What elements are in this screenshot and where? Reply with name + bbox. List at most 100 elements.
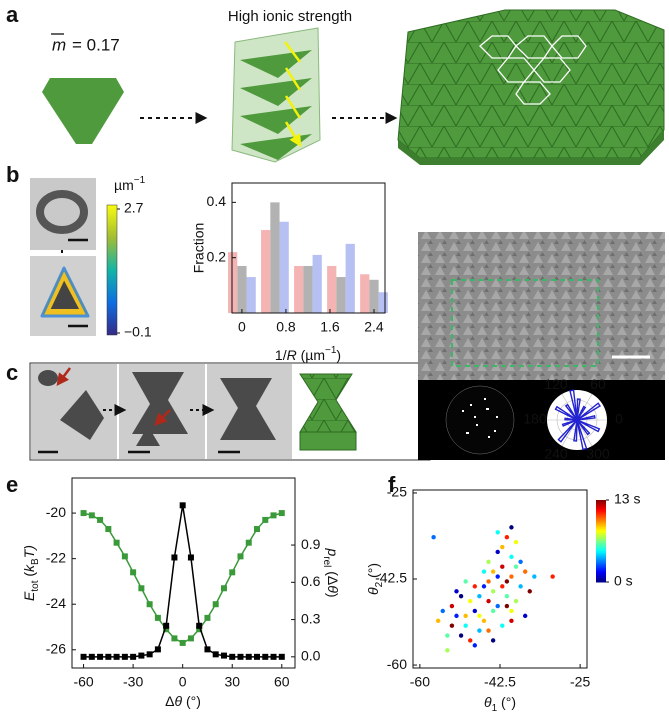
marker: [105, 526, 112, 533]
panel-c-images: [29, 362, 431, 461]
x-tick-label: -60: [73, 674, 93, 690]
mbar-symbol: m: [52, 35, 66, 54]
label-part: −1: [134, 175, 146, 186]
point: [472, 584, 478, 589]
marker: [154, 614, 161, 621]
panel-label: e: [6, 472, 18, 497]
label-part: Δ: [165, 693, 174, 709]
superlattice: [397, 9, 665, 159]
colorbar-cell: [596, 508, 606, 511]
marker: [220, 585, 227, 592]
mbar-value: = 0.17: [72, 35, 120, 54]
bar: [228, 252, 238, 313]
point: [468, 598, 473, 604]
colorbar-cell: [596, 534, 606, 538]
point: [458, 633, 464, 638]
y-tick-label: -42.5: [375, 570, 407, 586]
point: [504, 535, 510, 540]
point: [500, 623, 505, 628]
point: [477, 594, 482, 599]
point: [522, 613, 528, 619]
triangle-particle: [42, 78, 124, 144]
axes-frame: [231, 182, 386, 314]
panel-a: m = 0.17 High ionic strength: [42, 8, 665, 165]
bar: [294, 265, 304, 313]
colorbar-cell: [596, 573, 606, 577]
y-tick-label: -26: [46, 640, 66, 656]
bar: [345, 243, 355, 313]
marker: [163, 626, 170, 633]
point: [504, 594, 510, 599]
marker: [80, 510, 87, 517]
y-tick-label: -20: [46, 504, 66, 520]
rose-petal: [576, 419, 588, 451]
x-tick-label: -60: [410, 674, 430, 690]
marker: [88, 653, 95, 660]
hexagons: [479, 35, 587, 105]
line: [83, 512, 282, 644]
y2-axis-label: prel (Δθ): [321, 547, 341, 597]
label-part: (°): [182, 693, 201, 709]
colorbar-cell: [596, 569, 606, 573]
label-part: (Δ: [325, 567, 341, 585]
point: [522, 569, 528, 574]
marker: [270, 653, 277, 660]
theta-label: 300: [586, 445, 610, 461]
rose-petal: [576, 402, 602, 421]
marker: [138, 652, 145, 659]
point: [481, 569, 487, 574]
colorbar-cell: [596, 524, 606, 528]
panel-label: b: [6, 162, 19, 187]
x-tick-label: -25: [570, 674, 590, 690]
marker: [163, 622, 170, 629]
point: [463, 613, 468, 619]
marker: [113, 653, 120, 660]
marker: [154, 646, 161, 653]
colorbar-label: 0 s: [614, 573, 633, 589]
marker: [146, 651, 153, 658]
colorbar-cell: [596, 514, 606, 517]
marker: [146, 601, 153, 608]
label-part: 1: [492, 703, 498, 714]
line: [83, 505, 282, 658]
colorbar-cell: [596, 553, 606, 556]
colorbar-cell: [596, 567, 606, 571]
marker: [245, 653, 252, 660]
colorbar-label: 2.7: [124, 200, 144, 216]
colorbar-cell: [596, 565, 606, 569]
colorbar-label: −0.1: [124, 324, 152, 340]
colorbar-cell: [596, 577, 606, 581]
y-axis-label: Etot (kBT): [21, 545, 41, 601]
bar: [279, 221, 289, 313]
x-axis-label: Δθ (°): [165, 693, 201, 709]
point: [500, 544, 505, 550]
label-part: k: [21, 564, 37, 572]
point: [449, 603, 455, 609]
point: [513, 598, 519, 604]
point: [504, 603, 510, 609]
y-tick-label: 0.2: [207, 248, 227, 264]
colorbar-cell: [596, 555, 606, 558]
marker: [270, 512, 277, 519]
label-part: µm: [114, 177, 134, 193]
rose-petal: [576, 405, 587, 421]
label-part: ): [325, 593, 341, 598]
marker: [196, 622, 203, 629]
y-tick-label: -22: [46, 549, 66, 565]
point: [490, 638, 496, 643]
colorbar-unit: µm−1: [114, 175, 146, 193]
y-axis-label: Fraction: [191, 223, 207, 274]
theta-label: 60: [590, 376, 606, 392]
point: [454, 613, 459, 619]
bar: [360, 274, 370, 313]
label-part: (µm: [297, 347, 325, 363]
marker: [97, 653, 104, 660]
marker: [105, 653, 112, 660]
colorbar-cell: [596, 561, 606, 565]
marker: [245, 539, 252, 546]
y-tick-label: -60: [387, 656, 407, 672]
bar: [270, 202, 280, 313]
x-axis-label: 1/R (µm−1): [275, 345, 341, 363]
marker: [254, 653, 261, 660]
marker: [254, 526, 261, 533]
